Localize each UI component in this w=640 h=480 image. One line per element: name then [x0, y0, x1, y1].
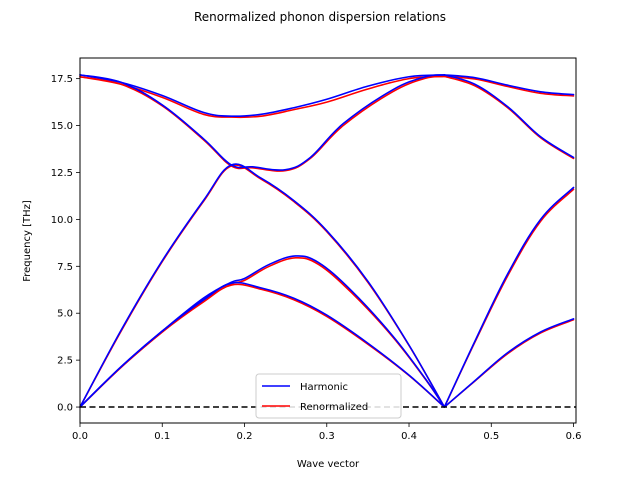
series-line-harmonic-branch-8	[443, 74, 575, 159]
x-tick-label: 0.5	[483, 431, 499, 442]
y-tick-label: 7.5	[57, 262, 73, 273]
series-line-harmonic-branch-3	[79, 163, 446, 408]
series-line-harmonic-branch-5	[79, 74, 446, 118]
x-tick-label: 0.1	[154, 431, 170, 442]
series-line-harmonic-branch-6	[443, 318, 575, 408]
series-line-harmonic-branch-9	[443, 74, 575, 96]
series-line-renormalized-branch-9	[443, 75, 575, 97]
x-axis-label: Wave vector	[297, 459, 360, 470]
y-tick-label: 10.0	[51, 215, 73, 226]
x-tick-label: 0.4	[401, 431, 417, 442]
y-axis-label: Frequency [THz]	[22, 200, 33, 282]
y-tick-label: 2.5	[57, 356, 73, 367]
x-tick-label: 0.3	[319, 431, 335, 442]
plot-frame	[79, 57, 577, 424]
series-line-renormalized-branch-5	[79, 75, 446, 119]
x-tick-label: 0.6	[566, 431, 582, 442]
y-tick-label: 0.0	[57, 403, 73, 414]
x-axis-ticks: 0.0 0.1 0.2 0.3 0.4 0.5 0.6	[72, 423, 581, 442]
y-tick-label: 5.0	[57, 309, 73, 320]
legend-label-renormalized: Renormalized	[300, 402, 368, 413]
series-line-harmonic-branch-2	[79, 255, 446, 408]
series-line-renormalized-branch-4	[79, 75, 446, 172]
legend-box	[255, 373, 402, 419]
legend: Harmonic Renormalized	[255, 373, 402, 419]
legend-label-harmonic: Harmonic	[300, 382, 348, 393]
y-tick-label: 12.5	[51, 168, 73, 179]
plot-lines	[79, 74, 575, 408]
series-line-harmonic-branch-7	[443, 186, 575, 408]
y-axis-ticks: 0.0 2.5 5.0 7.5 10.0 12.5 15.0 17.5	[51, 74, 80, 414]
x-tick-label: 0.0	[72, 431, 88, 442]
y-tick-label: 15.0	[51, 121, 73, 132]
chart-title: Renormalized phonon dispersion relations	[194, 10, 446, 24]
x-tick-label: 0.2	[237, 431, 253, 442]
series-line-harmonic-branch-4	[79, 74, 446, 171]
y-tick-label: 17.5	[51, 74, 73, 85]
